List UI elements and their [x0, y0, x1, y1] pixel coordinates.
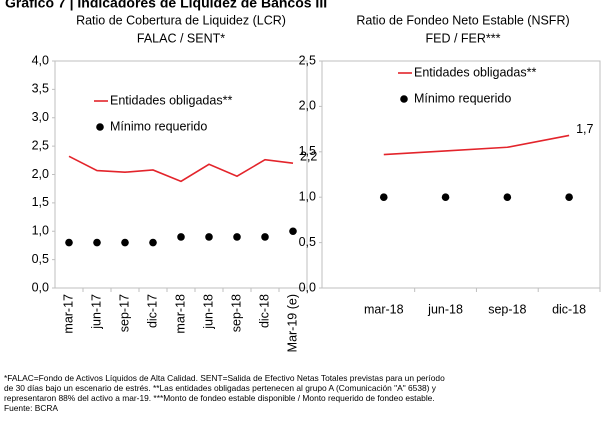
- y-tick-label: 1,0: [32, 224, 49, 238]
- series-line: [68, 155, 294, 183]
- series-line: [383, 134, 570, 156]
- x-tick-label: dic-18: [257, 294, 271, 328]
- y-tick-label: 1,5: [32, 195, 49, 209]
- legend-label: Mínimo requerido: [414, 91, 511, 105]
- series-dot: [441, 193, 450, 201]
- y-tick-label: 0,5: [299, 235, 316, 249]
- series-dot: [93, 238, 101, 247]
- y-tick-label: 2,0: [32, 167, 49, 181]
- series-dot: [205, 233, 213, 241]
- y-tick-label: 0,0: [32, 280, 49, 294]
- data-label: 1,7: [576, 122, 593, 136]
- x-tick-label: dic-17: [145, 294, 159, 328]
- series-dot: [565, 193, 573, 201]
- y-tick-label: 0,0: [299, 280, 316, 294]
- y-tick-label: 3,0: [32, 110, 49, 124]
- plot-frame: [321, 60, 601, 289]
- footnote: representaron 88% del activo a mar-19. *…: [4, 393, 435, 403]
- y-tick-label: 1,0: [299, 189, 316, 203]
- y-tick-label: 1,5: [299, 144, 316, 158]
- x-tick-label: jun-18: [201, 294, 215, 330]
- series-dot: [121, 238, 129, 247]
- data-label: 2,2: [300, 149, 317, 163]
- chart-title: Ratio de Cobertura de Liquidez (LCR): [76, 13, 286, 27]
- chart-title: Ratio de Fondeo Neto Estable (NSFR): [356, 13, 569, 27]
- x-tick-label: jun-17: [89, 294, 103, 330]
- series-dot: [177, 233, 185, 241]
- x-tick-label: jun-18: [427, 302, 463, 316]
- legend-dot: [96, 123, 104, 131]
- y-tick-label: 4,0: [32, 53, 49, 67]
- y-tick-label: 2,5: [32, 138, 49, 152]
- x-tick-label: sep-17: [117, 294, 131, 332]
- footnote: de 30 días bajo un escenario de estrés. …: [4, 383, 437, 393]
- y-tick-label: 2,5: [299, 53, 316, 67]
- chart-subtitle: FALAC / SENT*: [137, 31, 225, 45]
- x-tick-label: dic-18: [552, 302, 586, 316]
- x-tick-label: mar-17: [61, 294, 75, 334]
- series-dot: [149, 238, 157, 247]
- x-tick-label: sep-18: [488, 302, 526, 316]
- legend-label: Mínimo requerido: [110, 119, 207, 133]
- y-tick-label: 2,0: [299, 99, 316, 113]
- series-dot: [379, 193, 388, 201]
- series-dot: [503, 193, 512, 201]
- x-tick-label: mar-18: [173, 294, 187, 334]
- legend-label: Entidades obligadas**: [110, 93, 232, 107]
- x-tick-label: mar-18: [364, 302, 404, 316]
- x-tick-label: sep-18: [229, 294, 243, 332]
- series-dot: [289, 227, 297, 236]
- footnote: *FALAC=Fondo de Activos Líquidos de Alta…: [4, 373, 445, 383]
- footnote: Fuente: BCRA: [4, 403, 58, 413]
- series-dot: [65, 238, 73, 247]
- y-tick-label: 0,5: [32, 252, 49, 266]
- chart-subtitle: FED / FER***: [425, 31, 500, 45]
- legend-dot: [400, 95, 408, 103]
- y-tick-label: 3,5: [32, 82, 49, 96]
- x-tick-label: Mar-19 (e): [285, 294, 299, 352]
- figure-title: Gráfico 7 | Indicadores de Liquidez de B…: [5, 0, 327, 11]
- legend-label: Entidades obligadas**: [414, 65, 536, 79]
- series-dot: [261, 233, 269, 241]
- series-dot: [233, 233, 241, 241]
